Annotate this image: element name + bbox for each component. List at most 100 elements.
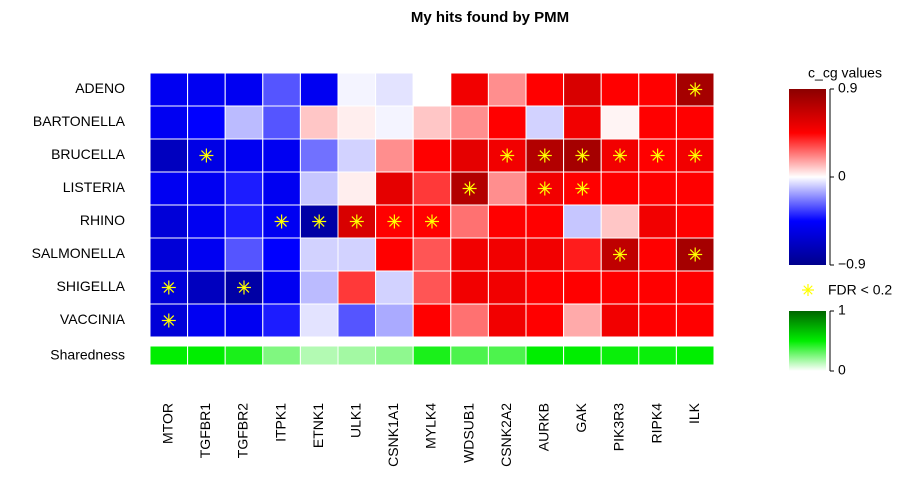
color-bar-label: 0.9	[838, 80, 858, 96]
sharedness-cell	[525, 345, 565, 366]
fdr-star	[462, 181, 477, 196]
heatmap-cell	[337, 204, 377, 239]
fdr-star	[199, 148, 214, 163]
heatmap-cell	[149, 72, 189, 107]
fdr-star	[688, 148, 703, 163]
column-label: TGFBR2	[235, 403, 251, 458]
heatmap-cell	[563, 303, 602, 338]
heatmap-cell	[487, 270, 527, 305]
star-stroke	[577, 150, 588, 161]
heatmap-cell	[262, 72, 301, 107]
heatmap-cell	[224, 105, 264, 140]
heatmap-cell	[187, 171, 226, 206]
sharedness-cell	[600, 345, 640, 366]
heatmap-cell	[525, 270, 565, 305]
heatmap-cell	[187, 204, 226, 239]
heatmap-cell	[412, 105, 452, 140]
heatmap-cell	[638, 171, 677, 206]
star-stroke	[803, 285, 813, 295]
star-stroke	[163, 315, 175, 326]
sharedness-cell	[412, 345, 452, 366]
heatmap-cell	[638, 105, 677, 140]
heatmap-cell	[600, 204, 640, 239]
sharedness-cell	[337, 345, 377, 366]
heatmap-cell	[262, 138, 301, 173]
heatmap-cell	[224, 204, 264, 239]
heatmap-cell	[525, 303, 565, 338]
heatmap-cell	[412, 72, 452, 107]
column-label: CSNK1A1	[385, 403, 401, 467]
heatmap-cell	[149, 138, 189, 173]
heatmap-cell	[149, 171, 189, 206]
row-label: LISTERIA	[63, 179, 126, 195]
heatmap-cell	[412, 171, 452, 206]
fdr-star	[537, 148, 552, 163]
heatmap-cell	[375, 171, 414, 206]
sharedness-label: Sharedness	[50, 347, 125, 363]
heatmap-cell	[262, 105, 301, 140]
sharedness-cell	[299, 345, 339, 366]
heatmap-cell	[450, 237, 489, 272]
column-label: AURKB	[536, 403, 552, 451]
heatmap-cell	[337, 237, 377, 272]
star-stroke	[351, 216, 363, 227]
heatmap-cell	[224, 303, 264, 338]
star-stroke	[501, 150, 513, 161]
column-label: PIK3R3	[611, 403, 627, 451]
color-bar	[789, 311, 826, 371]
column-label: MYLK4	[423, 403, 439, 449]
heatmap-cell	[224, 138, 264, 173]
heatmap-cell	[675, 105, 715, 140]
heatmap-cell	[299, 105, 339, 140]
sharedness-cell	[675, 345, 715, 366]
heatmap-cell	[299, 138, 339, 173]
heatmap-cell	[563, 270, 602, 305]
heatmap-cell	[638, 270, 677, 305]
heatmap-cell	[262, 237, 301, 272]
sharedness-cell	[563, 345, 602, 366]
heatmap-cell	[487, 105, 527, 140]
heatmap-cell	[638, 303, 677, 338]
fdr-star	[688, 247, 703, 262]
heatmap-cell	[262, 270, 301, 305]
heatmap-cell	[187, 237, 226, 272]
star-stroke	[313, 216, 325, 227]
column-label: ILK	[686, 402, 702, 424]
heatmap-cell	[487, 72, 527, 107]
heatmap-cell	[187, 303, 226, 338]
heatmap-cell	[375, 237, 414, 272]
row-label: BARTONELLA	[33, 113, 126, 129]
heatmap-cell	[149, 204, 189, 239]
star-stroke	[539, 183, 551, 194]
heatmap-cell	[375, 72, 414, 107]
heatmap-cell	[450, 204, 489, 239]
column-label: WDSUB1	[460, 403, 476, 463]
heatmap-cell	[450, 138, 489, 173]
heatmap-cell	[638, 237, 677, 272]
heatmap-cell	[337, 270, 377, 305]
chart-title: My hits found by PMM	[411, 9, 569, 26]
star-stroke	[276, 216, 287, 227]
fdr-star	[387, 214, 402, 229]
row-label: SHIGELLA	[57, 278, 126, 294]
heatmap-cell	[675, 270, 715, 305]
row-label: BRUCELLA	[51, 146, 126, 162]
row-label: SALMONELLA	[32, 245, 126, 261]
sharedness-cell	[638, 345, 677, 366]
heatmap-cell	[187, 72, 226, 107]
heatmap-cell	[525, 72, 565, 107]
heatmap-cell	[224, 72, 264, 107]
heatmap-cell	[224, 237, 264, 272]
heatmap-cell	[337, 171, 377, 206]
heatmap-cell	[487, 171, 527, 206]
heatmap-cell	[600, 171, 640, 206]
heatmap-cell	[487, 237, 527, 272]
fdr-star	[161, 313, 176, 328]
heatmap-cell	[525, 105, 565, 140]
heatmap-cell	[299, 72, 339, 107]
fdr-star	[312, 214, 327, 229]
column-label: ITPK1	[272, 403, 288, 442]
heatmap-cell	[149, 105, 189, 140]
star-stroke	[689, 249, 701, 260]
sharedness-cell	[224, 345, 264, 366]
